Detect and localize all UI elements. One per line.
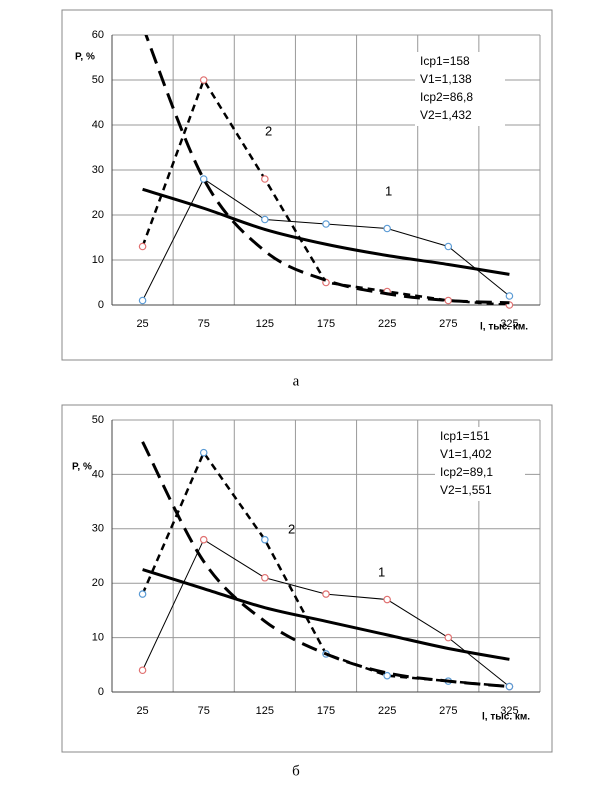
caption: б	[292, 763, 300, 779]
annotation: 1	[378, 564, 385, 579]
point	[261, 175, 269, 183]
point	[444, 633, 453, 642]
x-tick-label: 175	[317, 705, 335, 717]
y-tick-label: 0	[98, 686, 104, 698]
text-box-line: V2=1,432	[420, 108, 472, 122]
x-tick-label: 225	[378, 318, 396, 330]
x-tick-label: 125	[256, 318, 274, 330]
annotation: 2	[265, 123, 272, 138]
point	[199, 535, 208, 544]
point	[138, 242, 147, 251]
x-tick-label: 175	[317, 318, 335, 330]
y-tick-label: 20	[92, 209, 104, 221]
annotation: 2	[288, 521, 295, 536]
text-box-bg	[415, 52, 505, 126]
text-box-bg	[435, 427, 525, 501]
x-tick-label: 325	[500, 318, 518, 330]
x-axis-label: l, тыс. км.	[482, 712, 530, 723]
series-line	[141, 441, 510, 689]
point	[322, 220, 330, 228]
x-axis-label: l, тыс. км.	[480, 322, 528, 333]
point	[322, 590, 330, 598]
text-box-line: V1=1,402	[440, 447, 492, 461]
y-tick-label: 60	[92, 29, 104, 41]
point	[199, 448, 208, 457]
point	[261, 215, 269, 224]
point	[199, 76, 208, 84]
x-tick-label: 225	[378, 705, 396, 717]
x-tick-label: 275	[439, 705, 457, 717]
text-box-line: V1=1,138	[420, 72, 472, 86]
series-line	[144, 35, 510, 305]
text-box-line: Iср1=151	[440, 429, 490, 443]
y-tick-label: 20	[92, 577, 104, 589]
caption: а	[293, 373, 300, 389]
x-tick-label: 125	[256, 705, 274, 717]
y-tick-label: 50	[92, 74, 104, 86]
series-line	[142, 187, 510, 276]
point	[505, 682, 514, 691]
y-tick-label: 30	[92, 164, 104, 176]
y-tick-label: 0	[98, 299, 104, 311]
point	[138, 666, 147, 675]
text-box-line: Iср2=86,8	[420, 90, 473, 104]
y-tick-label: 40	[92, 468, 104, 480]
y-tick-label: 50	[92, 414, 104, 426]
x-tick-label: 325	[500, 705, 518, 717]
point	[383, 595, 391, 604]
point	[261, 535, 269, 544]
point	[383, 224, 391, 233]
text-box-line: Iср2=89,1	[440, 465, 493, 479]
point	[261, 573, 269, 582]
text-box-line: Iср1=158	[420, 54, 470, 68]
point	[444, 296, 453, 305]
y-tick-label: 40	[92, 119, 104, 131]
x-tick-label: 25	[136, 705, 148, 717]
x-tick-label: 25	[136, 318, 148, 330]
y-axis-label: P, %	[75, 52, 95, 63]
point	[383, 671, 391, 680]
series-line	[142, 568, 510, 661]
point	[444, 242, 453, 251]
y-axis-label: P, %	[72, 462, 92, 473]
point	[199, 175, 208, 183]
annotation: 1	[385, 183, 392, 198]
text-box-line: V2=1,551	[440, 483, 492, 497]
point	[138, 296, 147, 305]
y-tick-label: 30	[92, 523, 104, 535]
x-tick-label: 75	[198, 705, 210, 717]
x-tick-label: 275	[439, 318, 457, 330]
y-tick-label: 10	[92, 254, 104, 266]
point	[138, 590, 147, 598]
point	[505, 292, 514, 300]
y-tick-label: 10	[92, 632, 104, 644]
x-tick-label: 75	[198, 318, 210, 330]
